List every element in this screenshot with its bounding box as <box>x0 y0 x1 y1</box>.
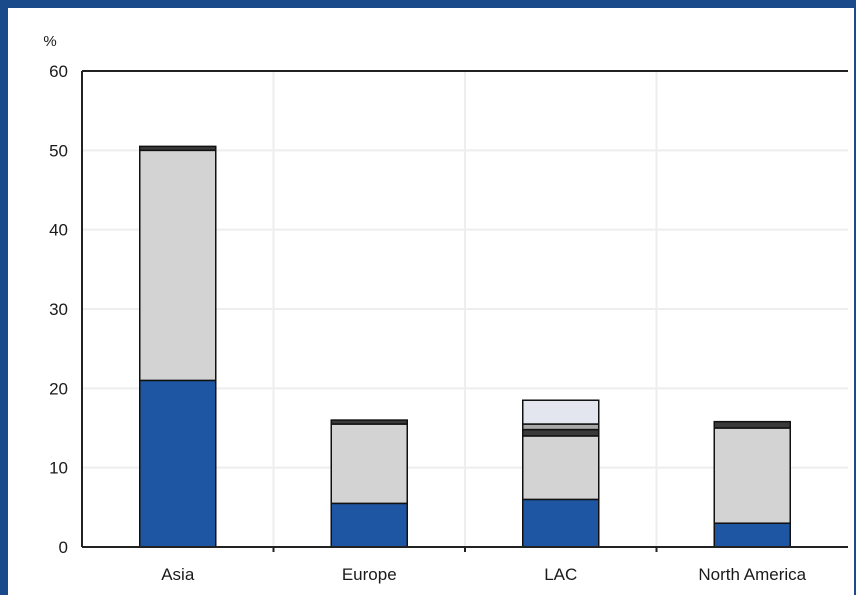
y-tick-label: 50 <box>49 141 68 160</box>
ticks-layer: 0 10 20 30 40 50 60 Asia Europe LAC North America <box>49 62 807 584</box>
y-tick-label: 0 <box>59 538 68 557</box>
y-tick-label: 10 <box>49 459 68 478</box>
bar-segment-lac-s5 <box>522 399 600 425</box>
x-category-label: Europe <box>342 565 397 584</box>
x-category-label: LAC <box>544 565 577 584</box>
bar-segment-europe-s2 <box>330 423 408 505</box>
y-tick-label: 20 <box>49 379 68 398</box>
x-category-label: Asia <box>161 565 195 584</box>
y-tick-label: 60 <box>49 62 68 81</box>
x-category-label: North America <box>698 565 806 584</box>
bar-segment-lac-s1 <box>522 498 600 548</box>
bar-segment-asia-s2 <box>139 149 217 382</box>
bar-segment-north-america-s2 <box>713 427 791 524</box>
bar-segment-north-america-s1 <box>713 522 791 548</box>
axes-layer <box>81 70 848 552</box>
bar-segment-europe-s3 <box>330 419 408 425</box>
y-unit-label: % <box>43 33 56 50</box>
y-tick-label: 40 <box>49 221 68 240</box>
bar-segment-asia-s1 <box>139 379 217 548</box>
y-tick-label: 30 <box>49 300 68 319</box>
bar-segment-lac-s3 <box>522 428 600 437</box>
bar-segment-europe-s1 <box>330 502 408 548</box>
bars-layer <box>139 145 791 548</box>
bar-segment-north-america-s3 <box>713 420 791 429</box>
bar-segment-asia-s3 <box>139 145 217 152</box>
bar-segment-lac-s4 <box>522 423 600 431</box>
bar-segment-lac-s2 <box>522 435 600 501</box>
